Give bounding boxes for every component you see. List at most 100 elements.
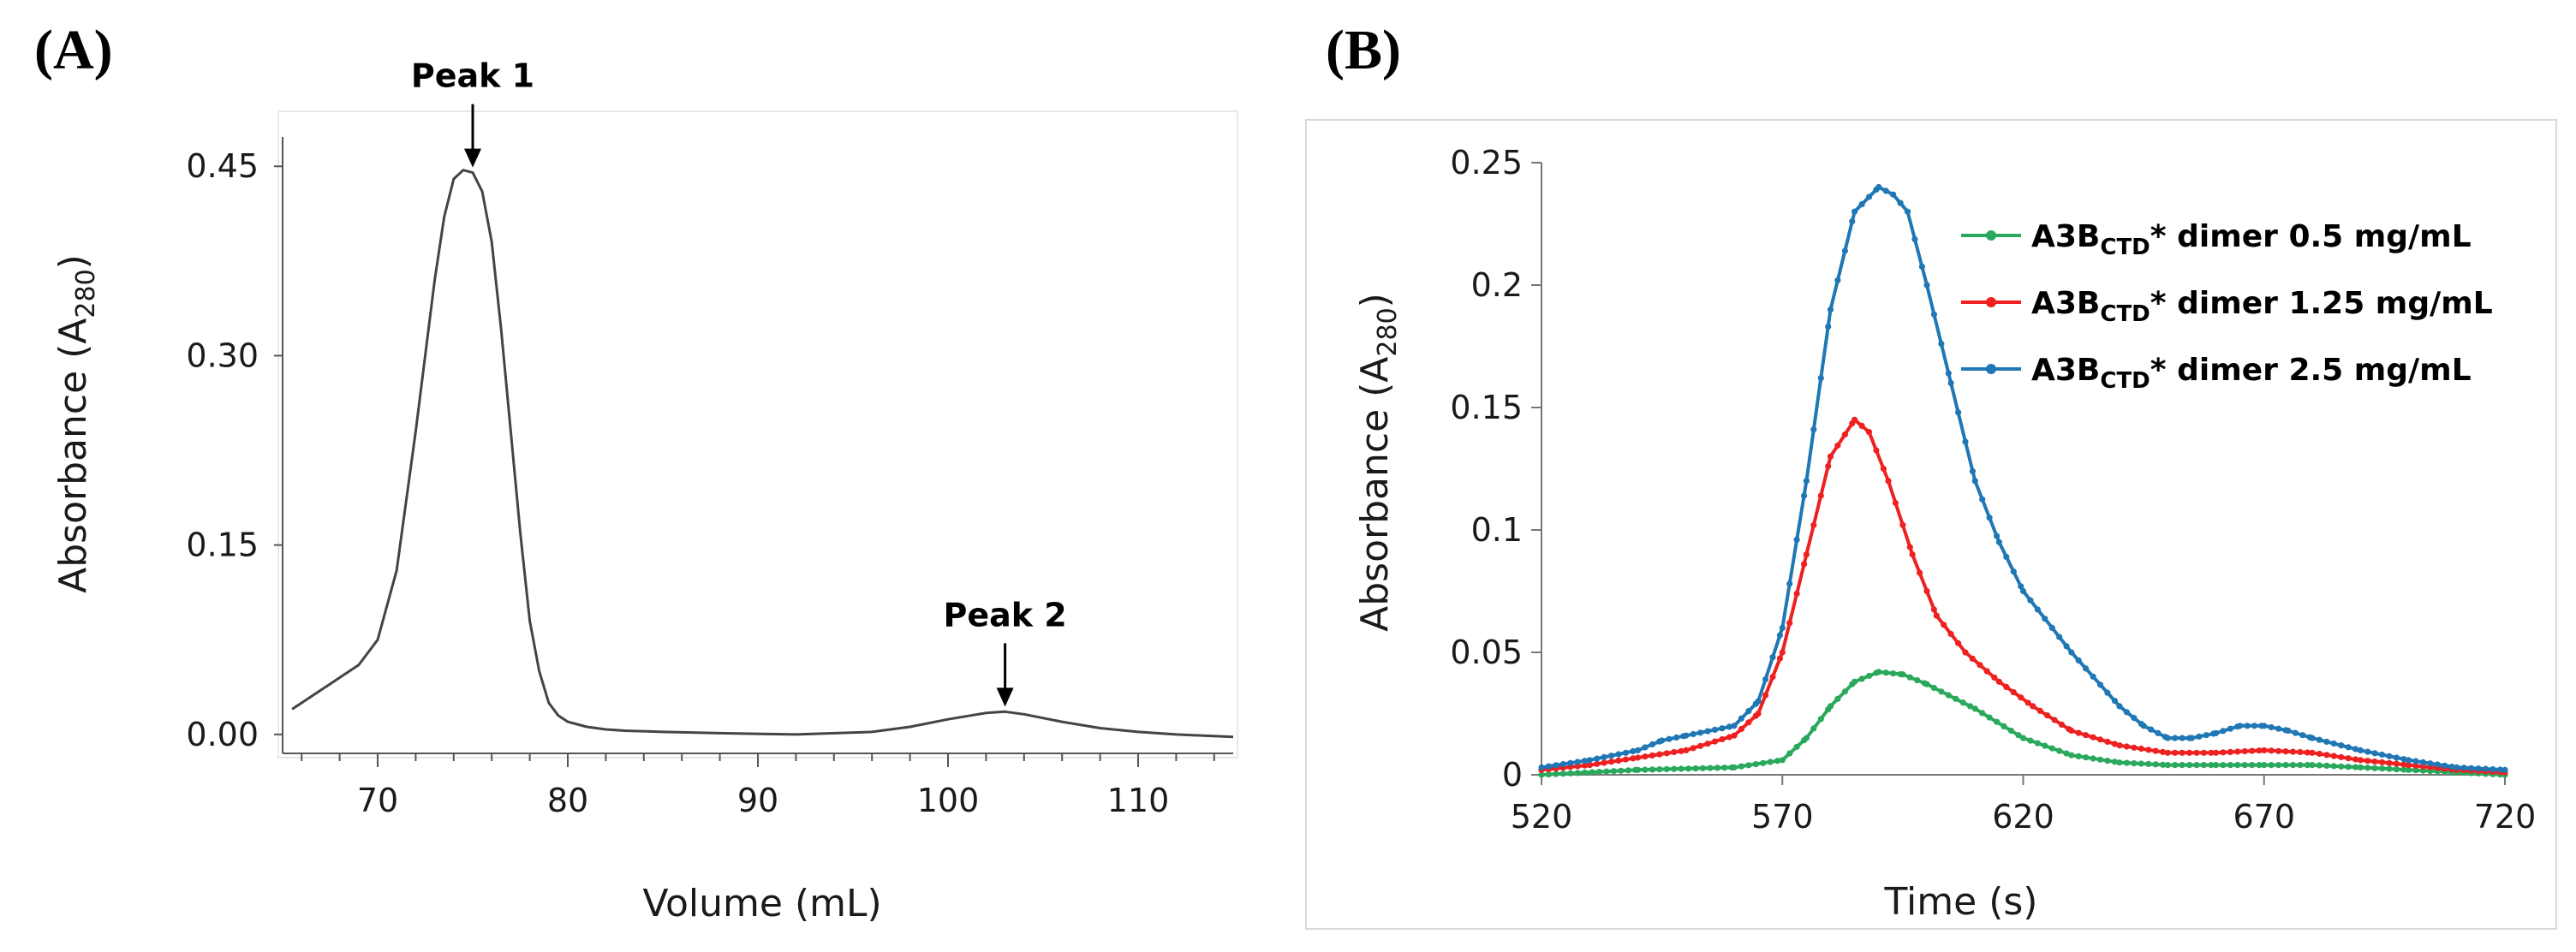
- data-point-b-2: [1786, 580, 1793, 587]
- data-point-b-1: [1962, 649, 1969, 656]
- data-point-b-2: [1930, 311, 1937, 318]
- data-point-b-0: [2164, 762, 2171, 769]
- data-point-b-2: [2083, 665, 2090, 672]
- data-point-b-2: [2237, 723, 2244, 729]
- data-point-b-0: [2200, 762, 2207, 769]
- data-point-b-0: [2001, 723, 2007, 730]
- data-point-b-1: [1892, 499, 1899, 507]
- series-line-b-2: [1541, 185, 2506, 772]
- data-point-b-2: [2140, 723, 2147, 729]
- x-tick-label-a: 100: [917, 782, 980, 819]
- data-point-b-2: [2419, 759, 2426, 766]
- data-point-b-2: [2003, 553, 2010, 561]
- data-point-b-2: [2179, 735, 2185, 741]
- data-point-b-2: [2357, 747, 2364, 754]
- data-point-b-2: [2434, 761, 2441, 768]
- data-point-b-1: [1825, 463, 1832, 470]
- data-point-b-0: [1649, 766, 1655, 773]
- data-point-b-0: [2123, 759, 2130, 766]
- data-point-b-1: [2010, 689, 2017, 696]
- data-point-b-0: [1875, 669, 1882, 675]
- data-point-b-0: [1589, 769, 1595, 776]
- annotations-a: Peak 1 Peak 2: [411, 57, 1067, 707]
- series-group-a: [291, 169, 1234, 739]
- data-point-b-0: [1603, 768, 1610, 775]
- data-point-b-2: [1559, 761, 1566, 768]
- data-point-b-2: [1738, 715, 1744, 722]
- data-point-b-2: [2323, 738, 2330, 746]
- legend-entry-suffix: * dimer 1.25 mg/mL: [2150, 286, 2493, 321]
- data-point-b-0: [1945, 692, 1952, 699]
- data-point-b-2: [1793, 536, 1800, 544]
- data-point-b-0: [1559, 771, 1566, 777]
- panel-label-a: (A): [34, 19, 113, 81]
- legend-entry: A3BCTD* dimer 2.5 mg/mL: [2031, 353, 2472, 394]
- data-point-b-1: [1933, 612, 1940, 619]
- data-point-b-0: [2405, 766, 2412, 773]
- data-point-b-1: [2104, 738, 2111, 746]
- data-point-b-0: [2056, 747, 2063, 754]
- data-point-b-2: [1634, 747, 1642, 754]
- data-point-b-1: [1594, 760, 1601, 767]
- data-point-b-0: [2393, 766, 2400, 773]
- data-point-b-1: [1930, 606, 1937, 613]
- data-point-b-1: [1678, 747, 1685, 754]
- data-point-b-2: [2203, 732, 2209, 739]
- data-point-b-2: [2164, 735, 2171, 741]
- data-point-b-0: [1786, 750, 1793, 757]
- data-point-b-2: [1955, 409, 1962, 416]
- data-point-b-0: [1817, 716, 1824, 723]
- data-point-b-2: [1875, 184, 1882, 191]
- data-point-b-0: [2027, 737, 2034, 744]
- y-tick-label-a: 0.15: [186, 527, 259, 564]
- data-point-b-1: [1582, 762, 1589, 769]
- data-point-b-2: [2034, 606, 2041, 613]
- data-point-b-0: [1553, 771, 1559, 777]
- y-axis-title-b-text: Absorbance (A: [1353, 357, 1397, 632]
- data-point-b-1: [2227, 748, 2233, 756]
- data-point-b-1: [1852, 416, 1858, 423]
- data-point-b-0: [1567, 770, 1574, 776]
- data-point-b-2: [2475, 765, 2482, 772]
- data-point-b-0: [1827, 703, 1834, 710]
- data-point-b-2: [2275, 725, 2282, 732]
- data-point-b-2: [2196, 733, 2203, 741]
- data-point-b-0: [2316, 762, 2323, 769]
- data-point-b-2: [2244, 723, 2251, 729]
- data-point-b-2: [1994, 533, 2001, 539]
- data-point-b-0: [2075, 753, 2082, 760]
- data-point-b-0: [2116, 759, 2123, 766]
- data-point-b-0: [1760, 759, 1767, 766]
- data-point-b-0: [2212, 762, 2220, 769]
- data-point-b-1: [2249, 747, 2256, 754]
- data-point-b-0: [2412, 767, 2419, 774]
- data-point-b-2: [1882, 187, 1889, 194]
- data-point-b-1: [1923, 587, 1930, 595]
- data-point-b-2: [2148, 726, 2155, 733]
- panel-label-b: (B): [1326, 19, 1401, 81]
- data-point-b-0: [1610, 768, 1617, 775]
- data-point-b-0: [1721, 765, 1728, 771]
- data-point-b-2: [1666, 735, 1673, 742]
- legend-entry-sub: CTD: [2100, 301, 2150, 327]
- data-point-b-0: [2249, 762, 2256, 769]
- data-point-b-0: [2090, 755, 2096, 762]
- data-point-b-2: [2364, 748, 2371, 755]
- data-point-b-2: [1704, 728, 1711, 735]
- data-point-b-1: [2131, 744, 2138, 751]
- data-point-b-1: [2051, 717, 2058, 723]
- data-point-b-1: [2241, 747, 2248, 755]
- data-point-b-1: [2357, 757, 2364, 764]
- data-point-b-1: [2111, 741, 2118, 747]
- series-b-0: [1538, 669, 2508, 778]
- data-point-b-1: [2304, 749, 2311, 756]
- data-point-b-2: [2454, 764, 2460, 771]
- y-axis-title-a-text: Absorbance (A: [51, 318, 95, 593]
- data-point-b-2: [2090, 673, 2096, 680]
- data-point-b-1: [1880, 465, 1887, 473]
- chart-panel-a: (A) Absorbance (A280) Volume (mL) 70 80 90…: [34, 19, 1238, 925]
- data-point-b-1: [1622, 756, 1629, 763]
- data-point-b-2: [2068, 649, 2075, 656]
- data-point-b-2: [2188, 735, 2195, 741]
- data-point-b-0: [2208, 762, 2215, 769]
